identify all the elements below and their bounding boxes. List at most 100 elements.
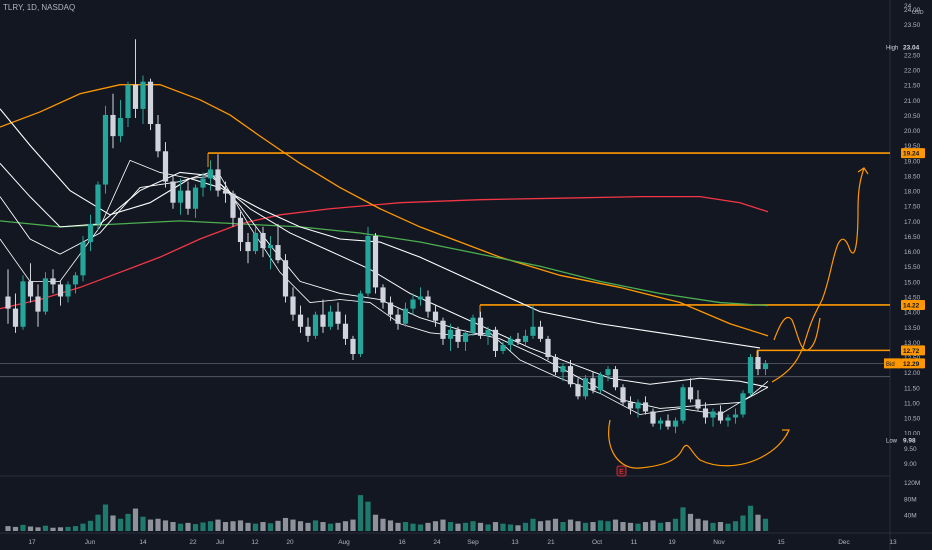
projection-path-upper — [771, 167, 865, 383]
candle-body — [432, 311, 439, 321]
volume-bar — [432, 521, 439, 531]
volume-bar — [605, 521, 611, 531]
volume-bar — [440, 519, 446, 531]
candle-body — [297, 314, 304, 327]
volume-bar — [680, 507, 686, 531]
candle-body — [110, 114, 116, 137]
candle-body — [357, 293, 364, 354]
price-tick-label: 24.00 — [904, 7, 921, 14]
volume-bar — [57, 527, 64, 531]
volume-bar — [665, 522, 671, 531]
price-tick-label: 22.00 — [904, 68, 921, 75]
candle-body — [125, 84, 131, 118]
candle-body — [290, 296, 296, 315]
candle-body — [20, 281, 26, 327]
candle-body — [695, 399, 701, 409]
candle-body — [515, 338, 521, 342]
level1-badge: 19.24 — [901, 148, 925, 159]
candle-body — [552, 357, 559, 373]
volume-bar — [500, 523, 506, 531]
cup-arrow — [782, 429, 790, 437]
candle-body — [605, 369, 611, 376]
candle-body — [477, 317, 484, 336]
volume-bar — [87, 520, 94, 531]
candle-body — [35, 296, 41, 312]
currency-label: USD — [912, 10, 924, 16]
price-tick-label: 21.50 — [904, 83, 921, 90]
level2-badge-value: 14.22 — [903, 302, 920, 309]
volume-bar — [102, 504, 109, 531]
volume-bar — [522, 522, 529, 531]
price-tick-label: 18.50 — [904, 173, 921, 180]
volume-bar — [305, 522, 311, 531]
time-tick-label: 20 — [286, 539, 294, 546]
volume-bar — [455, 523, 461, 531]
volume-bar — [462, 522, 469, 531]
time-tick-label: Aug — [338, 539, 350, 546]
candle-body — [545, 338, 551, 358]
time-tick-label: 22 — [189, 539, 197, 546]
level3-badge: 12.72 — [901, 345, 925, 356]
earnings-marker-text: E — [619, 469, 624, 476]
candle-body — [650, 411, 656, 424]
volume-bar — [125, 513, 131, 531]
price-tick-label: 19.50 — [904, 143, 921, 150]
candle-body — [132, 84, 139, 109]
candle-body — [507, 338, 514, 345]
symbol-title: TLRY, 1D, NASDAQ — [3, 3, 76, 12]
volume-bar — [725, 523, 731, 531]
volume-bar — [740, 515, 746, 531]
volume-bar — [27, 526, 34, 531]
high-badge-value: 23.04 — [903, 45, 920, 52]
candle-body — [342, 323, 349, 339]
candle-body — [140, 81, 146, 109]
volume-bar — [200, 522, 206, 531]
time-tick-label: Oct — [592, 539, 602, 546]
candle-body — [387, 302, 394, 315]
candle-body — [627, 402, 634, 409]
volume-bar — [327, 523, 334, 531]
level2-badge: 14.22 — [901, 299, 925, 310]
candle-body — [222, 190, 229, 194]
price-tick-label: 13.50 — [904, 325, 921, 332]
candle-body — [530, 326, 536, 336]
volume-bar — [20, 524, 26, 531]
volume-bar — [762, 518, 769, 531]
volume-bar — [320, 522, 326, 531]
candle-body — [95, 184, 101, 224]
volume-bar — [567, 519, 574, 531]
candle-body — [350, 338, 356, 354]
candle-body — [470, 317, 476, 333]
high-badge: High 23.04 — [886, 42, 925, 52]
candle-body — [500, 344, 506, 351]
candle-body — [335, 311, 341, 324]
price-tick-label: 10.00 — [904, 431, 921, 438]
volume-bar — [275, 520, 281, 531]
candle-body — [732, 414, 739, 418]
candle-body — [425, 296, 431, 312]
volume-bar — [207, 521, 214, 531]
volume-bar — [5, 526, 11, 531]
ma-white-line-4 — [0, 159, 769, 415]
high-badge-box — [901, 42, 925, 52]
level3-badge-value: 12.72 — [903, 348, 920, 355]
candle-body — [642, 402, 649, 412]
last-price-badge-label: Bid — [886, 362, 895, 368]
volume-bar — [215, 519, 221, 531]
low-badge-label: Low — [886, 439, 898, 445]
price-tick-label: 17.00 — [904, 219, 921, 226]
volume-bar — [402, 522, 409, 531]
high-badge-label: High — [886, 46, 898, 52]
volume-bar — [237, 520, 244, 531]
candle-body — [327, 311, 334, 327]
time-tick-label: Jun — [85, 539, 96, 546]
candle-body — [710, 411, 716, 418]
candle-body — [200, 178, 206, 188]
volume-bar — [485, 524, 491, 531]
level3-badge-box — [901, 345, 925, 356]
candle-body — [372, 235, 379, 288]
candle-body — [267, 245, 274, 249]
volume-bar — [597, 520, 604, 531]
